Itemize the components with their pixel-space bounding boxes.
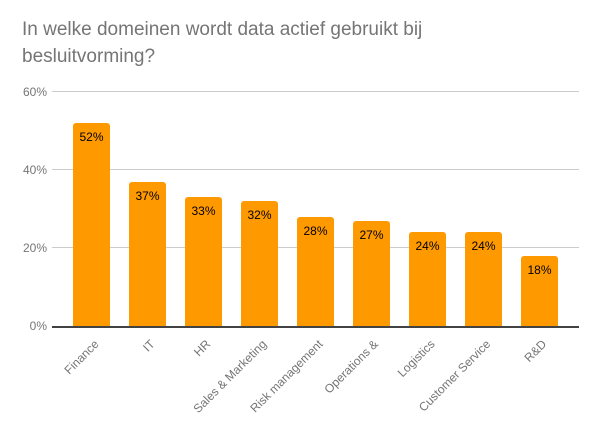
bar-value-label: 28% [303, 224, 328, 238]
x-axis-label: Logistics [394, 337, 438, 380]
bar-value-label: 18% [527, 263, 552, 277]
gridline [52, 169, 579, 170]
y-axis-label: 0% [29, 319, 47, 333]
gridline [52, 91, 579, 92]
bar-value-label: 27% [359, 228, 384, 242]
bar [185, 197, 222, 326]
bar-value-label: 33% [191, 204, 216, 218]
bar [353, 221, 390, 326]
x-axis-label: R&D [521, 337, 550, 365]
bar-value-label: 32% [247, 208, 272, 222]
bar [73, 123, 110, 326]
chart-title: In welke domeinen wordt data actief gebr… [22, 19, 423, 67]
x-axis-label: HR [191, 337, 214, 360]
x-axis-label: IT [139, 337, 158, 355]
x-axis-label: Operations & [321, 337, 382, 397]
bar [465, 232, 502, 326]
bar [521, 256, 558, 326]
y-axis-label: 60% [22, 85, 47, 99]
bar [409, 232, 446, 326]
x-axis-line [52, 326, 579, 328]
bar-value-label: 52% [79, 130, 104, 144]
bar [297, 217, 334, 326]
bar-value-label: 24% [471, 239, 496, 253]
x-axis-label: Finance [61, 337, 102, 378]
bar [241, 201, 278, 326]
y-axis-label: 20% [22, 241, 47, 255]
bar-value-label: 24% [415, 239, 440, 253]
bar [129, 182, 166, 326]
y-axis-label: 40% [22, 163, 47, 177]
bar-value-label: 37% [135, 189, 160, 203]
